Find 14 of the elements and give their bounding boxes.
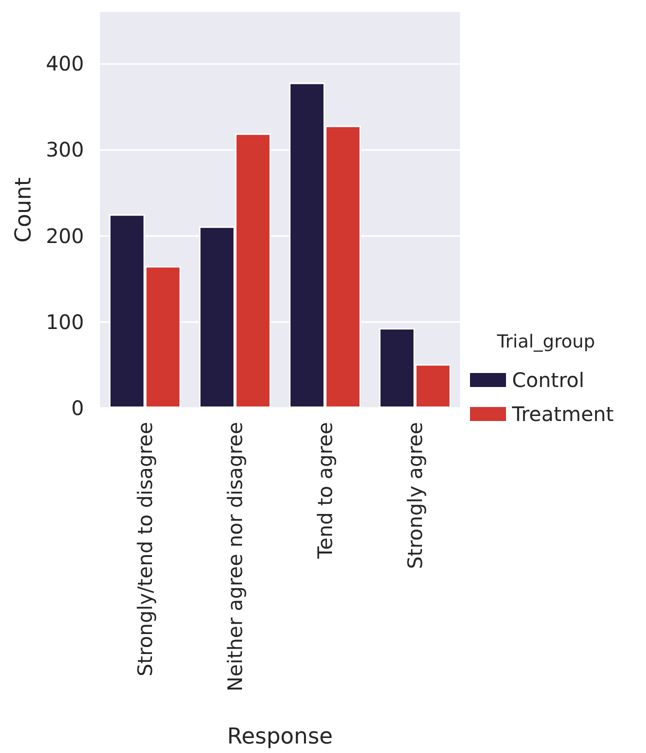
y-tick-label: 300 [46,138,84,162]
x-tick-label: Strongly agree [403,422,427,570]
y-tick-label: 200 [46,224,84,248]
legend-label: Treatment [511,402,614,426]
x-tick-label: Strongly/tend to disagree [133,422,157,676]
y-tick-label: 400 [46,52,84,76]
x-tick-label: Neither agree nor disagree [223,422,247,692]
x-axis-title: Response [227,724,333,750]
y-tick-label: 0 [71,396,84,420]
x-tick-label: Tend to agree [313,422,337,560]
legend-label: Control [512,368,584,392]
legend-title: Trial_group [496,332,596,352]
y-axis-title: Count [11,176,36,243]
y-tick-label: 100 [46,310,84,334]
